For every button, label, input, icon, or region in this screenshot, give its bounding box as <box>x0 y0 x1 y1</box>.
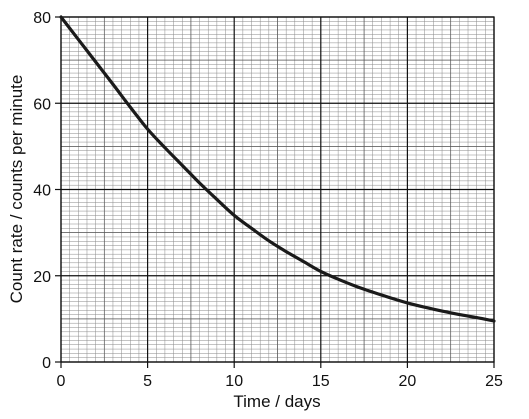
tick-marks <box>55 16 495 368</box>
y-tick-label: 80 <box>33 10 51 27</box>
x-tick-label: 25 <box>485 373 503 390</box>
y-tick-label: 40 <box>33 183 51 200</box>
tick-labels: 0 5 10 15 20 25 0 20 40 60 80 <box>33 10 503 390</box>
x-tick-label: 15 <box>312 373 330 390</box>
y-tick-label: 20 <box>33 269 51 286</box>
x-axis-title: Time / days <box>233 392 320 411</box>
series-layer <box>59 15 496 323</box>
x-tick-label: 0 <box>57 373 66 390</box>
x-tick-label: 10 <box>225 373 243 390</box>
x-tick-label: 5 <box>143 373 152 390</box>
y-axis-title: Count rate / counts per minute <box>7 75 26 304</box>
y-tick-label: 0 <box>42 355 51 372</box>
series-line-0 <box>59 15 496 323</box>
x-tick-label: 20 <box>399 373 417 390</box>
y-tick-label: 60 <box>33 96 51 113</box>
